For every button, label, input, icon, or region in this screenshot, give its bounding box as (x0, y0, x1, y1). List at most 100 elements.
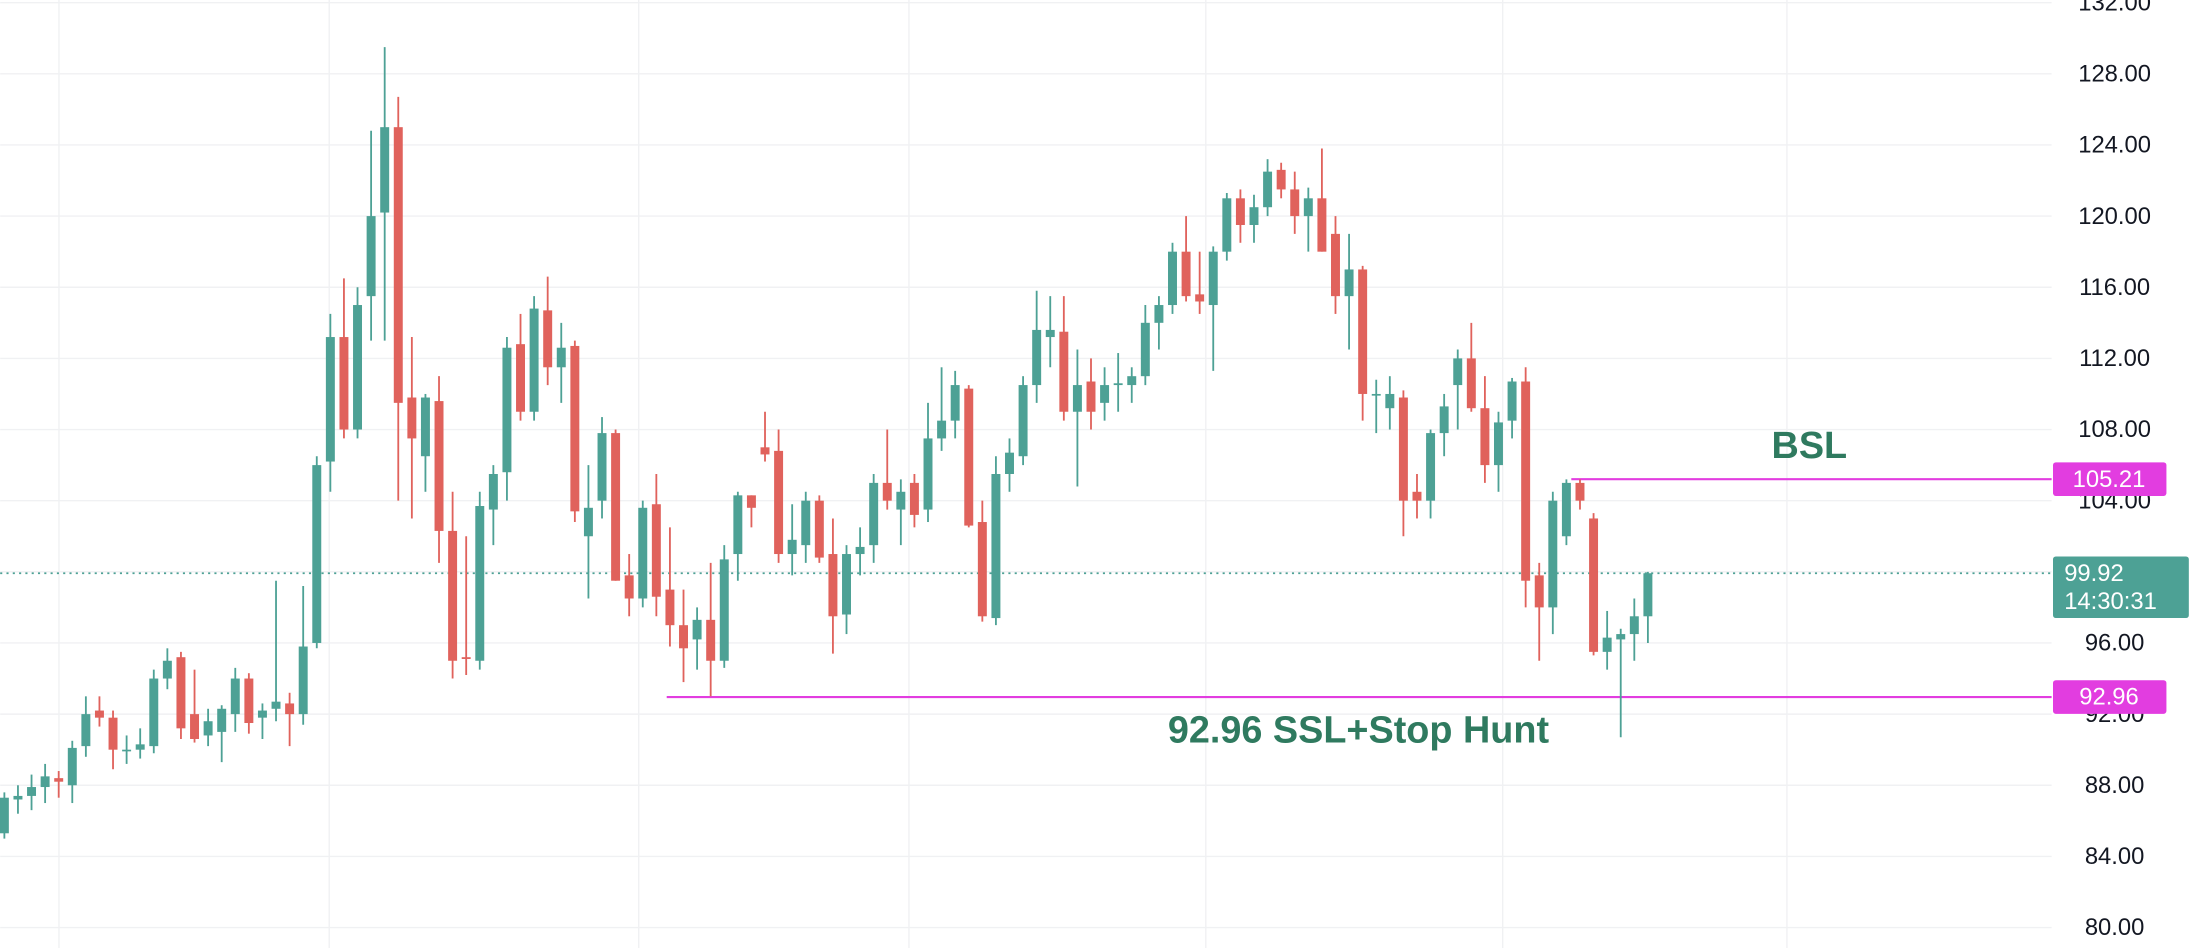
candle-body (665, 589, 675, 626)
candle-body (1521, 381, 1531, 581)
candle-body (937, 420, 947, 439)
candle-body (1589, 518, 1599, 652)
candle-body (1303, 198, 1313, 217)
candle-body (977, 522, 987, 617)
candle-body (570, 345, 580, 512)
candle-body (991, 474, 1001, 619)
candle-body (692, 619, 702, 640)
candle-body (1276, 169, 1286, 190)
candle-body (583, 507, 593, 537)
level-label-box (2053, 462, 2167, 496)
candle-body (1358, 269, 1368, 394)
candle-body (855, 546, 865, 555)
candle-body (1317, 198, 1327, 252)
candle-body (1140, 322, 1150, 377)
candle-body (1616, 634, 1626, 640)
candle-body (81, 714, 91, 747)
candle-body (1534, 575, 1544, 608)
candle-body (964, 388, 974, 526)
candle-body (1412, 491, 1422, 501)
candle-body (1575, 482, 1585, 501)
candle-body (1127, 376, 1137, 386)
candle-body (217, 708, 227, 732)
y-tick-label: 108.00 (2078, 416, 2151, 443)
candle-body (149, 678, 159, 747)
candle-body (108, 717, 118, 750)
candle-body (393, 127, 403, 403)
candle-body (1371, 393, 1381, 396)
candle-body (1018, 385, 1028, 457)
candle-body (1385, 393, 1395, 409)
annotation: 92.96 SSL+Stop Hunt (1168, 709, 1550, 751)
y-tick-label: 128.00 (2078, 60, 2151, 87)
candle-body (1100, 385, 1110, 403)
candle-body (679, 625, 688, 649)
candle-body (651, 504, 661, 597)
candle-body (869, 482, 879, 546)
candle-body (1113, 383, 1123, 386)
candle-body (611, 433, 621, 581)
candle-body (407, 397, 417, 439)
candle-body (909, 482, 919, 515)
candle-body (461, 657, 471, 659)
candle-body (828, 554, 838, 617)
y-tick-label: 120.00 (2078, 203, 2151, 230)
candle-body (950, 385, 960, 421)
candle-body (706, 619, 716, 661)
candle-body (434, 401, 444, 531)
y-tick-label: 96.00 (2085, 630, 2145, 657)
candle-body (312, 465, 322, 643)
candle-body (1154, 305, 1164, 323)
candle-body (1263, 171, 1273, 208)
candle-body (176, 657, 186, 729)
candle-body (1398, 397, 1408, 501)
candle-body (1439, 406, 1449, 434)
candle-body (380, 127, 390, 213)
candle-body (814, 500, 824, 558)
candle-body (1235, 198, 1245, 225)
candle-body (801, 500, 811, 546)
last-price-box (2053, 556, 2189, 619)
candle-body (1005, 452, 1014, 474)
candle-body (1086, 381, 1096, 412)
candle-body (203, 721, 213, 736)
candle-body (1344, 269, 1354, 297)
level-label: 105.21 (2073, 466, 2146, 493)
candle-body (13, 795, 23, 800)
y-tick-label: 80.00 (2085, 914, 2145, 941)
candle-body (923, 438, 933, 510)
candle-body (760, 447, 770, 455)
candle-body (54, 778, 64, 782)
candle-body (420, 397, 430, 457)
candle-body (1222, 198, 1232, 252)
level-label: 92.96 (2079, 684, 2139, 711)
candle-body (1602, 637, 1612, 652)
candle-body (774, 450, 784, 555)
countdown-label: 14:30:31 (2064, 588, 2157, 615)
candle-body (27, 787, 37, 796)
candle-body (1195, 294, 1205, 302)
candle-body (339, 337, 349, 430)
candle-body (1059, 331, 1069, 412)
candle-body (1045, 329, 1055, 338)
candle-body (882, 482, 892, 501)
y-tick-label: 116.00 (2079, 274, 2150, 301)
candle-body (556, 347, 566, 368)
y-tick-label: 84.00 (2085, 843, 2145, 870)
candle-body (1494, 422, 1503, 466)
candle-body (1290, 189, 1300, 217)
candle-body (94, 710, 104, 718)
candle-body (190, 714, 200, 740)
y-tick-label: 112.00 (2079, 345, 2150, 372)
candle-body (1629, 616, 1639, 635)
candle-body (733, 495, 743, 555)
candle-body (1643, 573, 1653, 617)
candle-body (0, 797, 9, 834)
candle-body (502, 347, 512, 473)
candle-body (475, 506, 485, 661)
candle-body (529, 308, 539, 412)
candle-body (162, 660, 172, 679)
candle-body (488, 474, 498, 510)
candle-body (298, 646, 308, 715)
